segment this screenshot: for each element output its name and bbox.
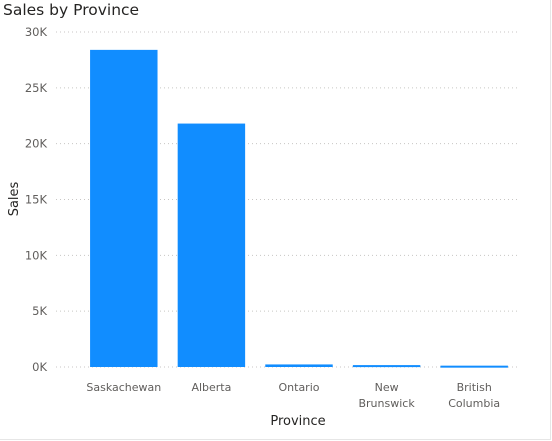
chart-title: Sales by Province [3, 1, 139, 19]
y-tick-label: 15K [25, 193, 48, 207]
x-tick-label: Alberta [191, 381, 231, 394]
bars [90, 49, 508, 368]
x-axis-title: Province [270, 414, 325, 429]
y-tick-label: 25K [25, 81, 48, 95]
x-tick-label: British Columbia [448, 381, 500, 410]
x-tick-label: New Brunswick [358, 381, 415, 410]
x-tick-label: Saskachewan [86, 381, 161, 394]
x-axis-ticks: Saskachewan Alberta Ontario New Brunswick Bri… [86, 381, 500, 410]
y-axis-ticks: 0K 5K 10K 15K 20K 25K 30K [25, 25, 48, 374]
bar[interactable] [352, 365, 421, 368]
y-tick-label: 10K [25, 248, 48, 262]
x-tick-label: Ontario [279, 381, 320, 394]
bar[interactable] [177, 123, 246, 367]
y-tick-label: 0K [32, 360, 47, 374]
bar[interactable] [265, 364, 333, 367]
bar[interactable] [90, 49, 158, 367]
y-tick-label: 5K [32, 304, 47, 318]
bar[interactable] [440, 365, 508, 368]
y-tick-label: 20K [25, 137, 48, 151]
y-axis-title: Sales [7, 181, 22, 216]
y-tick-label: 30K [25, 25, 48, 39]
